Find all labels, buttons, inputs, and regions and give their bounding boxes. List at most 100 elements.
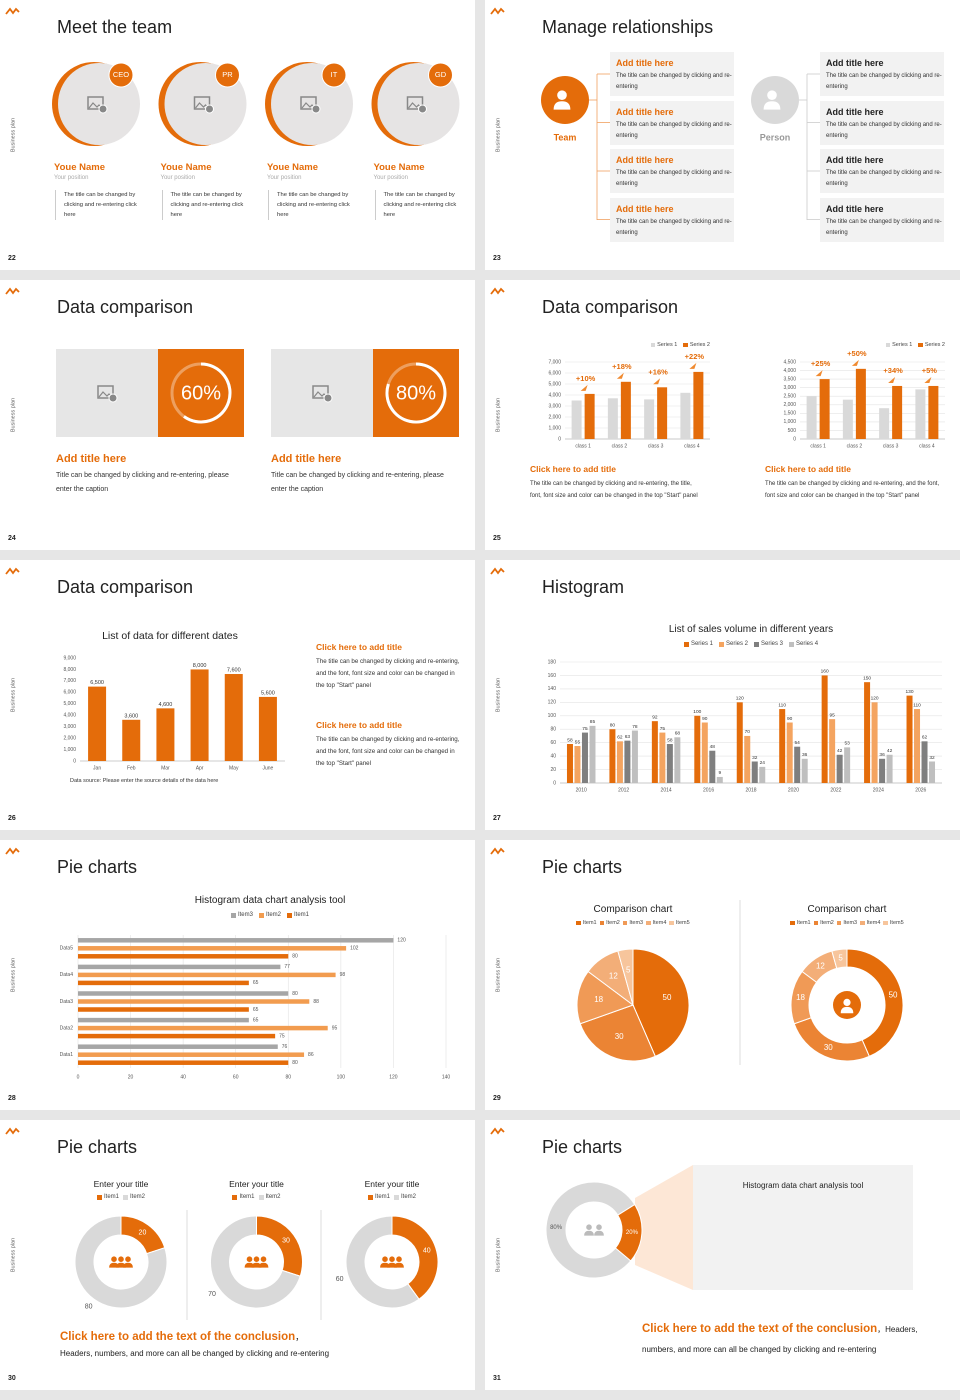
badge-label: PR xyxy=(222,70,233,79)
annotation-arrow xyxy=(689,362,697,369)
value-label: 92 xyxy=(652,714,658,720)
y-tick-label: 3,000 xyxy=(783,385,796,391)
legend: Series 1 Series 2 xyxy=(865,342,945,348)
person-head xyxy=(246,1256,253,1262)
legend-swatch xyxy=(123,1194,128,1200)
y-tick-label: 2,000 xyxy=(783,402,796,408)
legend-label: Item1 xyxy=(103,1194,119,1200)
page-number: 29 xyxy=(493,1095,501,1102)
value-label: 7,600 xyxy=(227,667,241,673)
x-tick-label: 40 xyxy=(180,1074,186,1080)
annotation-arrow xyxy=(924,376,932,383)
image-icon-plus xyxy=(108,393,118,403)
side-label: Business plan xyxy=(495,678,501,712)
hub xyxy=(541,76,589,124)
side-label: Business plan xyxy=(495,398,501,432)
chart-source: Data source: Please enter the source det… xyxy=(70,778,219,784)
y-tick-label: 0 xyxy=(553,780,556,786)
value-label: 62 xyxy=(922,735,928,741)
person-body xyxy=(584,1230,594,1236)
item-box xyxy=(820,197,944,242)
value-label: 50 xyxy=(663,993,672,1002)
conclusion-text: Headers, numbers, and more can all be ch… xyxy=(60,1349,330,1358)
bar xyxy=(716,776,723,783)
person-head xyxy=(125,1256,131,1262)
conclusion-highlight: Click here to add the text of the conclu… xyxy=(642,1323,878,1335)
y-tick-label: 140 xyxy=(548,686,557,692)
hub-label: Team xyxy=(554,132,577,142)
bar xyxy=(680,392,691,439)
value-label: 60 xyxy=(336,1276,344,1283)
value-label: 32 xyxy=(929,755,935,761)
member-text: The title can be changed by clicking and… xyxy=(161,190,245,220)
value-label: 12 xyxy=(609,971,618,980)
legend-item: Item1 xyxy=(367,1194,390,1200)
y-tick-label: 160 xyxy=(548,673,557,679)
legend-swatch xyxy=(394,1194,399,1200)
legend-label: Item2 xyxy=(130,1194,146,1200)
x-tick-label: June xyxy=(262,765,273,771)
item-text: The title can be changed by clicking and… xyxy=(616,218,732,236)
legend-swatch xyxy=(258,1194,264,1200)
bar xyxy=(906,695,913,783)
bar xyxy=(744,735,751,783)
person-head xyxy=(843,998,851,1006)
member-text: The title can be changed by clicking and… xyxy=(55,190,138,220)
conclusion-text: Headers, numbers, and more can all be ch… xyxy=(642,1325,918,1354)
legend-item: Series 2 xyxy=(718,641,748,647)
person-body xyxy=(553,101,571,110)
value-label: 62 xyxy=(617,735,623,741)
legend-label: Series 2 xyxy=(689,342,710,348)
y-tick-label: 4,000 xyxy=(783,368,796,374)
legend-item: Item4 xyxy=(860,920,880,926)
legend-label: Series 2 xyxy=(725,641,748,647)
legend-label: Item5 xyxy=(889,920,904,926)
value-label: 95 xyxy=(829,712,835,718)
item-title: Add title here xyxy=(826,106,884,117)
bar xyxy=(836,754,843,783)
y-tick-label: 4,000 xyxy=(548,392,561,398)
bar xyxy=(258,696,277,761)
legend-label: Item5 xyxy=(675,920,690,926)
value-label: 70 xyxy=(208,1291,216,1298)
legend-swatch xyxy=(683,641,689,647)
slice xyxy=(210,1215,301,1309)
legend-swatch xyxy=(622,920,628,926)
y-tick-label: 0 xyxy=(73,758,76,764)
chart-title: Comparison chart xyxy=(807,904,887,915)
image-icon-plus xyxy=(311,104,321,114)
bar xyxy=(886,754,893,783)
side-label: Business plan xyxy=(10,118,16,152)
person-head xyxy=(396,1256,402,1262)
value-label: 58 xyxy=(667,737,673,743)
item-text: The title can be changed by clicking and… xyxy=(616,121,732,139)
hub-label: Person xyxy=(760,132,791,142)
legend-label: Item1 xyxy=(582,920,597,926)
bar xyxy=(786,722,793,783)
legend-label: Item1 xyxy=(796,920,811,926)
value-label: 36 xyxy=(879,752,885,758)
person-head xyxy=(382,1256,388,1262)
value-label: 5,600 xyxy=(261,690,275,696)
y-tick-label: 0 xyxy=(793,436,796,442)
bar xyxy=(819,379,830,439)
image-icon xyxy=(97,385,114,399)
person-head xyxy=(596,1224,602,1230)
value-label: 78 xyxy=(632,724,638,730)
person-head xyxy=(767,90,777,100)
annotation-arrow xyxy=(616,372,624,379)
value-label: 20 xyxy=(139,1229,147,1236)
legend-label: Item3 xyxy=(237,912,253,918)
legend-swatch xyxy=(576,920,581,926)
slice xyxy=(345,1215,420,1309)
page-number: 31 xyxy=(493,1375,501,1382)
value-label: 18 xyxy=(594,995,603,1004)
bar xyxy=(644,399,655,439)
x-tick-label: class 4 xyxy=(684,443,700,449)
slide: Business plan 20 80 30 70 40 60 Pie charts 30 Ent… xyxy=(0,1120,475,1390)
chart-panel xyxy=(693,1165,913,1290)
item-title: Add title here xyxy=(826,155,884,165)
card-text: Title can be changed by clicking and re-… xyxy=(271,472,444,493)
legend-swatch xyxy=(836,920,842,926)
legend-swatch xyxy=(683,342,688,348)
